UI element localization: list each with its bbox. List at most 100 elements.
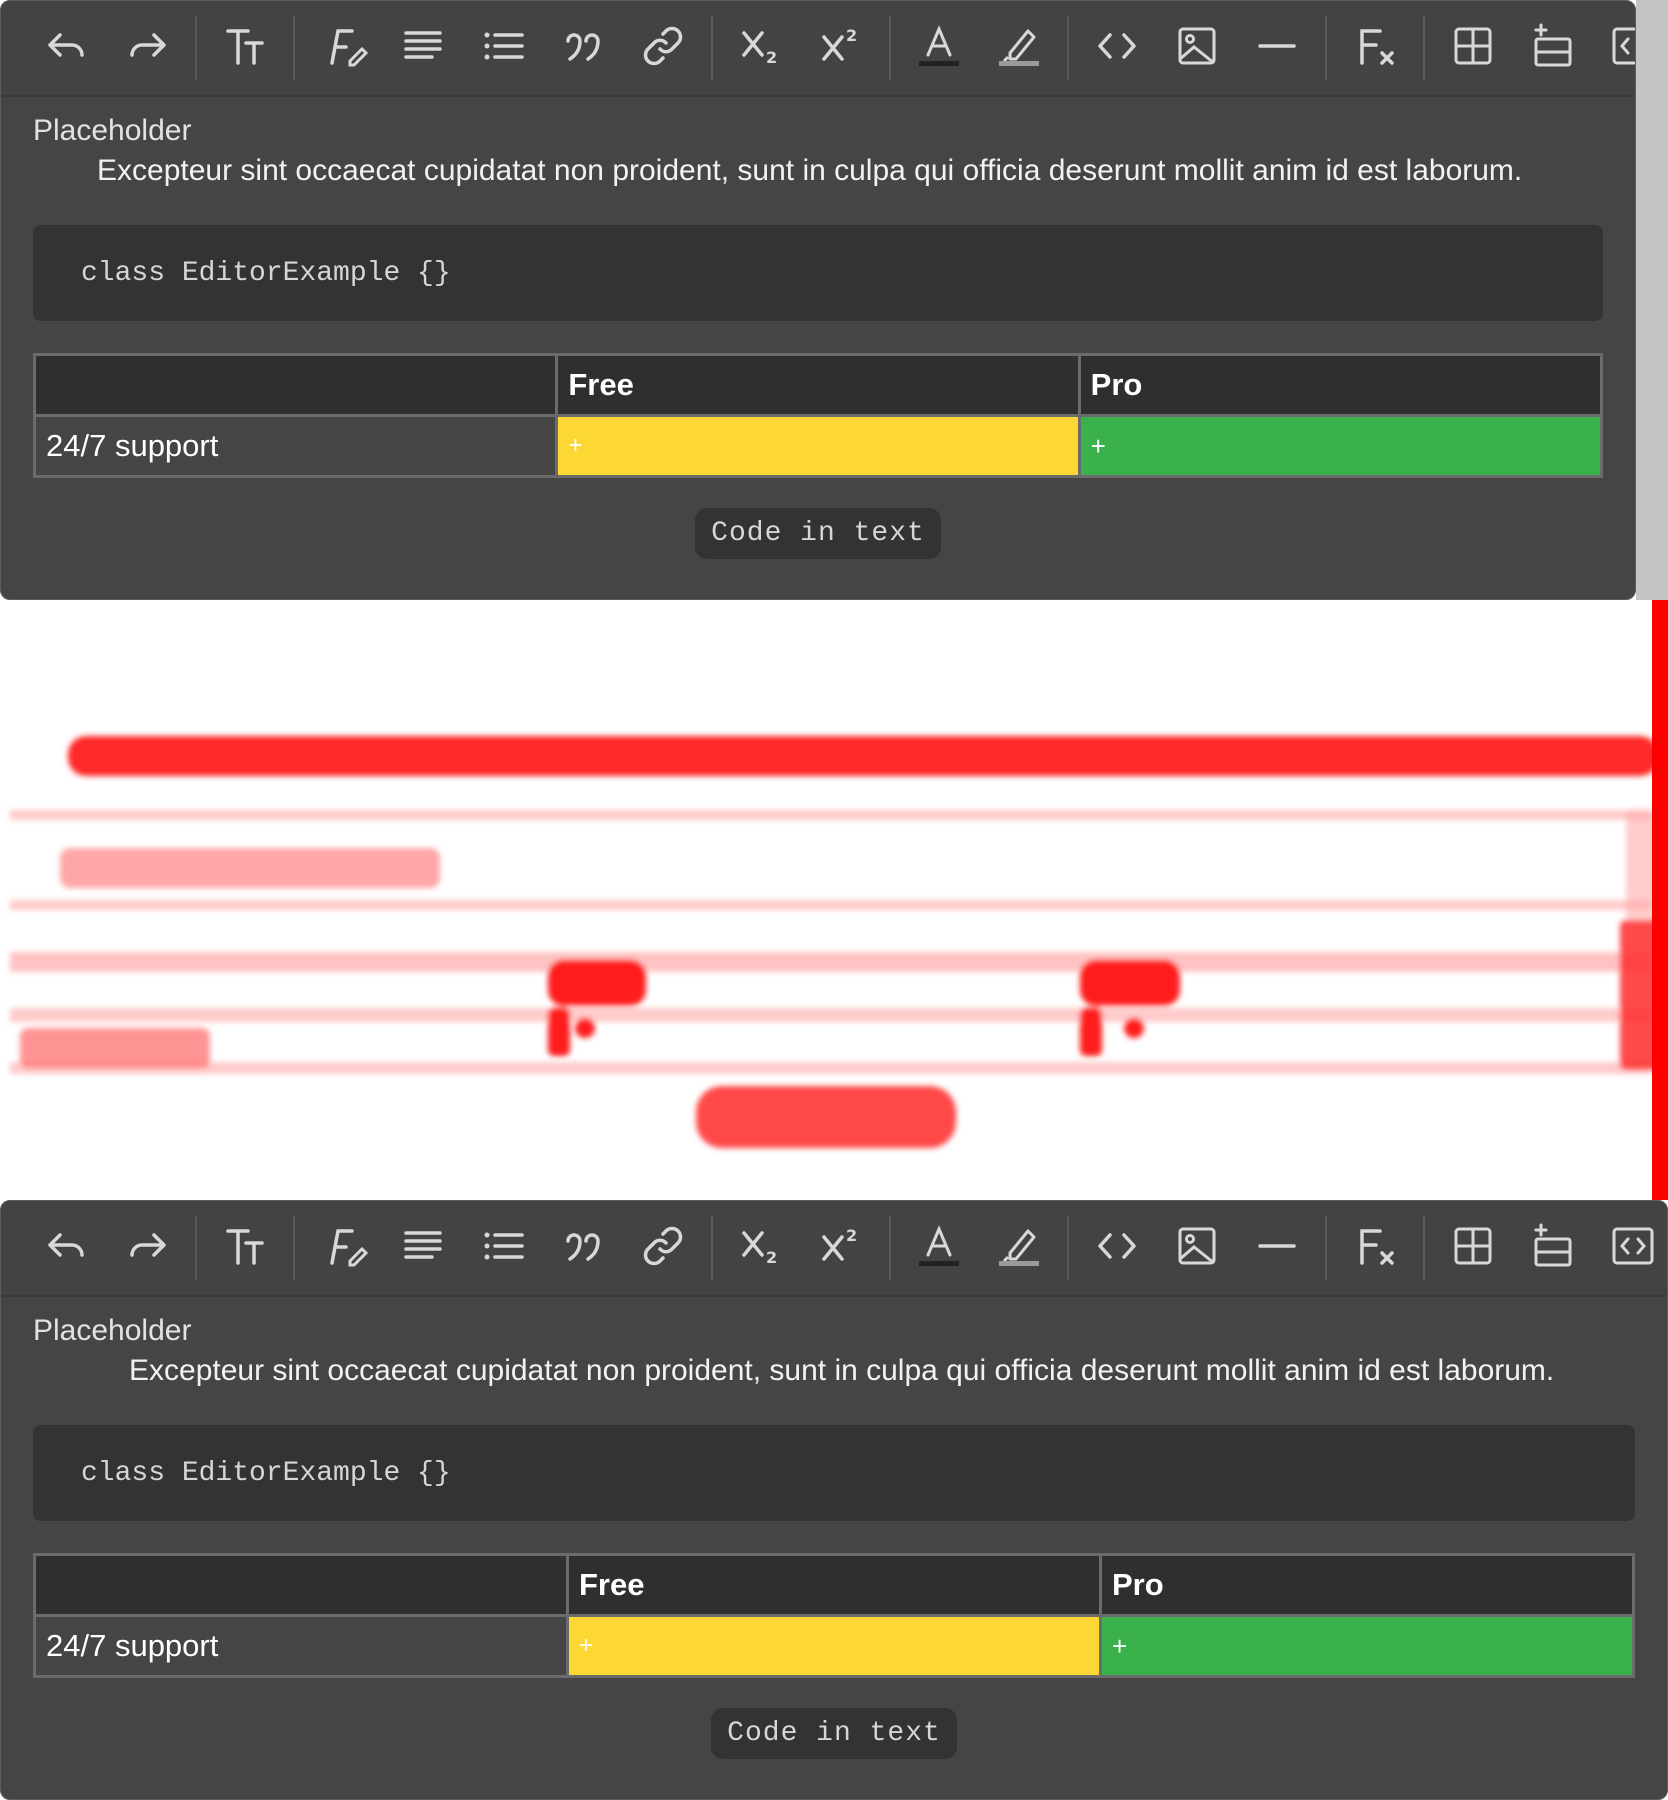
horizontal-rule-button[interactable] (1237, 18, 1317, 78)
table-row: 24/7 support + + (33, 1614, 1635, 1678)
table-cell-pro[interactable]: + (1099, 1614, 1635, 1678)
insert-row-button[interactable] (1513, 18, 1593, 78)
align-button[interactable] (383, 1218, 463, 1278)
code-block[interactable]: class EditorExample {} (33, 225, 1603, 321)
scrollbar[interactable] (1636, 0, 1668, 600)
quote-button[interactable] (543, 18, 623, 78)
quote-button[interactable] (543, 1218, 623, 1278)
highlight-button[interactable] (979, 1218, 1059, 1278)
svg-text:2: 2 (846, 1226, 857, 1245)
quote-icon (558, 1221, 608, 1276)
align-button[interactable] (383, 18, 463, 78)
diff-graphic (10, 600, 1668, 1200)
redo-button[interactable] (107, 18, 187, 78)
text-size-button[interactable] (205, 1218, 285, 1278)
pricing-table: Free Pro 24/7 support + + (32, 353, 1604, 478)
toolbar-separator (195, 1216, 197, 1280)
editor-content[interactable]: Placeholder Excepteur sint occaecat cupi… (1, 1297, 1667, 1759)
code-button[interactable] (1077, 1218, 1157, 1278)
text-size-button[interactable] (205, 18, 285, 78)
font-style-button[interactable] (303, 18, 383, 78)
font-style-icon (318, 21, 369, 76)
quote-icon (558, 21, 608, 76)
subscript-icon: 2 (736, 1221, 786, 1276)
table-cell-free[interactable]: + (555, 414, 1081, 478)
html-source-icon (1608, 1221, 1658, 1276)
toolbar-separator (1067, 16, 1069, 80)
font-style-button[interactable] (303, 1218, 383, 1278)
bullet-list-button[interactable] (463, 1218, 543, 1278)
table-header-row: Free Pro (33, 1553, 1635, 1617)
image-icon (1172, 21, 1222, 76)
link-button[interactable] (623, 18, 703, 78)
toolbar-separator (889, 1216, 891, 1280)
subscript-button[interactable]: 2 (721, 1218, 801, 1278)
insert-row-icon (1528, 21, 1578, 76)
clear-format-button[interactable] (1335, 1218, 1415, 1278)
table-header-empty[interactable] (32, 353, 559, 417)
table-button[interactable] (1433, 18, 1513, 78)
clear-format-button[interactable] (1335, 18, 1415, 78)
table-header-free[interactable]: Free (566, 1553, 1102, 1617)
align-icon (398, 21, 448, 76)
link-icon (638, 21, 688, 76)
highlight-button[interactable] (979, 18, 1059, 78)
code-button[interactable] (1077, 18, 1157, 78)
text-color-icon (914, 1221, 964, 1276)
html-source-icon (1608, 21, 1635, 76)
link-button[interactable] (623, 1218, 703, 1278)
undo-button[interactable] (27, 1218, 107, 1278)
redo-icon (122, 1221, 172, 1276)
table-cell-free[interactable]: + (566, 1614, 1102, 1678)
toolbar-separator (293, 1216, 295, 1280)
svg-text:2: 2 (846, 26, 857, 45)
table-cell-pro[interactable]: + (1077, 414, 1604, 478)
html-source-button[interactable] (1593, 18, 1635, 78)
toolbar-separator (889, 16, 891, 80)
table-button[interactable] (1433, 1218, 1513, 1278)
undo-icon (42, 21, 92, 76)
table-header-free[interactable]: Free (555, 353, 1081, 417)
bullet-list-button[interactable] (463, 18, 543, 78)
code-block-text: class EditorExample {} (81, 1457, 451, 1489)
bullet-list-icon (478, 21, 528, 76)
redo-icon (122, 21, 172, 76)
code-block[interactable]: class EditorExample {} (33, 1425, 1635, 1521)
horizontal-rule-button[interactable] (1237, 1218, 1317, 1278)
table-header-pro[interactable]: Pro (1099, 1553, 1635, 1617)
text-color-button[interactable] (899, 1218, 979, 1278)
superscript-button[interactable]: 2 (801, 1218, 881, 1278)
bullet-list-icon (478, 1221, 528, 1276)
text-size-icon (220, 21, 270, 76)
font-style-icon (318, 1221, 369, 1276)
table-header-empty[interactable] (33, 1553, 569, 1617)
toolbar-separator (293, 16, 295, 80)
toolbar-separator (1067, 1216, 1069, 1280)
table-cell-label[interactable]: 24/7 support (32, 414, 559, 478)
toolbar-separator (1423, 1216, 1425, 1280)
undo-button[interactable] (27, 18, 107, 78)
text-color-button[interactable] (899, 18, 979, 78)
image-button[interactable] (1157, 1218, 1237, 1278)
insert-row-button[interactable] (1513, 1218, 1593, 1278)
table-header-pro[interactable]: Pro (1077, 353, 1604, 417)
editor-content[interactable]: Placeholder Excepteur sint occaecat cupi… (1, 97, 1635, 559)
svg-text:2: 2 (766, 48, 777, 67)
code-icon (1092, 1221, 1142, 1276)
text-color-icon (914, 21, 964, 76)
subscript-button[interactable]: 2 (721, 18, 801, 78)
table-cell-label[interactable]: 24/7 support (33, 1614, 569, 1678)
text-size-icon (220, 1221, 270, 1276)
code-block-text: class EditorExample {} (81, 257, 451, 289)
redo-button[interactable] (107, 1218, 187, 1278)
image-button[interactable] (1157, 18, 1237, 78)
placeholder-text: Placeholder (33, 114, 192, 147)
horizontal-rule-icon (1252, 1221, 1302, 1276)
html-source-button[interactable] (1593, 1218, 1667, 1278)
superscript-button[interactable]: 2 (801, 18, 881, 78)
pricing-table: Free Pro 24/7 support + + (33, 1553, 1635, 1678)
toolbar-separator (1325, 16, 1327, 80)
